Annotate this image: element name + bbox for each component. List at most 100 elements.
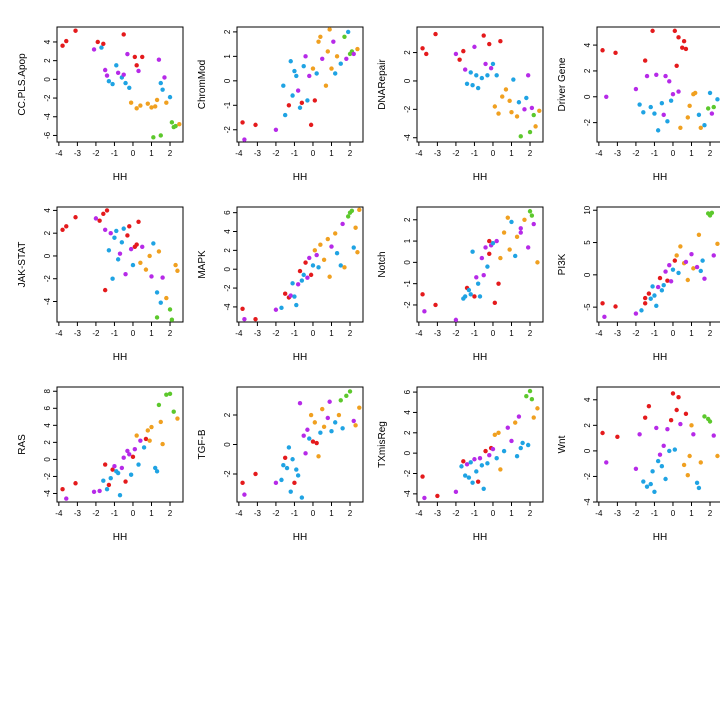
data-point [503, 87, 509, 92]
data-point [698, 268, 703, 274]
x-tick-label: -4 [55, 509, 63, 518]
data-point [128, 100, 134, 105]
points-group [600, 210, 720, 320]
data-point [303, 260, 308, 265]
data-point [659, 101, 665, 106]
data-point [461, 459, 466, 464]
y-tick-label: -2 [583, 472, 592, 480]
x-tick-label: -2 [272, 509, 280, 518]
y-tick-label: 2 [223, 248, 232, 253]
y-tick-label: 4 [583, 42, 592, 47]
data-point [290, 457, 295, 462]
data-point [104, 73, 110, 78]
data-point [60, 43, 65, 48]
y-axis-label: MAPK [197, 250, 208, 279]
x-tick-label: 1 [689, 509, 694, 518]
data-point [470, 83, 475, 88]
data-point [464, 462, 470, 467]
x-tick-label: -2 [272, 329, 280, 338]
data-point [281, 462, 286, 468]
y-tick-label: 0 [43, 77, 52, 82]
y-tick-label: -4 [403, 490, 412, 498]
data-point [303, 54, 308, 59]
data-point [242, 137, 247, 142]
data-point [160, 87, 165, 92]
y-tick-label: 0 [223, 78, 232, 83]
data-point [689, 251, 694, 257]
data-point [498, 467, 503, 472]
data-point [162, 75, 167, 80]
data-point [154, 97, 160, 103]
data-point [281, 83, 286, 88]
x-tick-label: -3 [74, 329, 82, 338]
data-point [490, 61, 496, 67]
data-point [687, 453, 692, 459]
data-point [169, 317, 175, 322]
data-point [288, 59, 293, 64]
data-point [253, 316, 258, 322]
x-tick-label: -4 [415, 149, 423, 158]
y-tick-label: 0 [403, 78, 412, 83]
x-tick-label: -1 [651, 149, 659, 158]
y-tick-label: 0 [223, 266, 232, 271]
data-point [652, 489, 657, 494]
data-point [650, 28, 655, 34]
plot-frame [56, 206, 184, 323]
data-point [314, 440, 319, 446]
data-point [308, 122, 314, 128]
x-axis-label: HH [653, 352, 667, 363]
points-group [240, 27, 360, 142]
points-group [420, 209, 540, 323]
data-point [654, 303, 659, 309]
x-axis-label: HH [113, 172, 127, 183]
data-point [694, 264, 700, 270]
x-tick-label: -1 [291, 509, 299, 518]
data-point [527, 209, 533, 214]
data-point [101, 41, 106, 47]
x-tick-label: -2 [92, 149, 100, 158]
data-point [602, 314, 607, 320]
data-point [99, 45, 104, 50]
x-tick-label: -3 [74, 149, 82, 158]
x-tick-label: 1 [329, 329, 334, 338]
data-point [461, 48, 466, 54]
data-point [130, 454, 136, 460]
y-tick-label: 4 [223, 229, 232, 234]
data-point [333, 71, 338, 76]
data-point [485, 461, 490, 466]
data-point [520, 440, 525, 446]
data-point [496, 111, 501, 116]
data-point [110, 467, 115, 472]
y-tick-label: -1 [223, 101, 232, 109]
data-point [516, 414, 522, 419]
y-tick-label: 8 [43, 388, 52, 393]
plot-frame [416, 206, 544, 323]
x-tick-label: -3 [254, 149, 262, 158]
data-point [167, 307, 173, 312]
y-tick-label: -5 [583, 303, 592, 311]
x-tick-label: -4 [235, 509, 243, 518]
data-point [295, 282, 301, 287]
data-point [655, 128, 661, 133]
data-point [338, 61, 343, 66]
data-point [501, 230, 507, 235]
data-point [292, 480, 297, 486]
data-point [60, 227, 65, 232]
data-point [151, 135, 156, 140]
data-point [136, 219, 141, 225]
data-point [687, 103, 692, 109]
x-tick-label: -2 [452, 509, 460, 518]
data-point [424, 51, 429, 57]
x-axis-label: HH [473, 532, 487, 543]
data-point [522, 217, 527, 222]
data-point [301, 272, 306, 278]
data-point [485, 73, 490, 78]
x-tick-label: 0 [311, 509, 316, 518]
data-point [509, 109, 514, 115]
data-point [665, 426, 670, 432]
data-point [104, 487, 110, 492]
data-point [422, 309, 427, 314]
y-tick-label: 6 [403, 389, 412, 394]
data-point [123, 479, 128, 484]
plot-frame [236, 206, 364, 323]
